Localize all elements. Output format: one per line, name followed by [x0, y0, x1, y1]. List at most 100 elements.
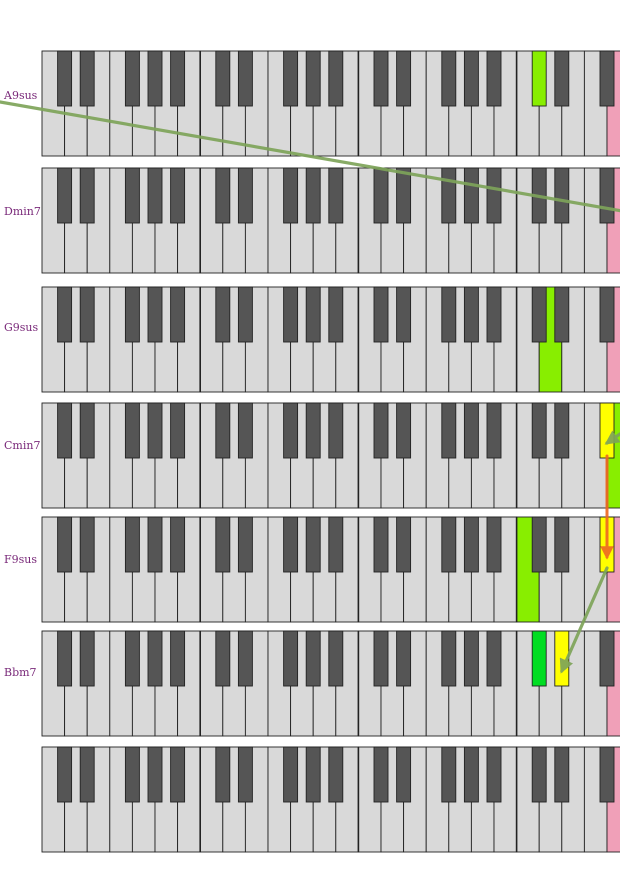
black-key	[599, 286, 615, 343]
black-key	[147, 516, 163, 573]
black-key	[396, 746, 412, 803]
black-key	[237, 630, 253, 687]
black-key	[463, 167, 479, 224]
black-key	[441, 746, 457, 803]
black-key	[283, 402, 299, 459]
black-key	[79, 630, 95, 687]
black-key	[124, 516, 140, 573]
black-key	[396, 402, 412, 459]
black-key	[486, 746, 502, 803]
black-key	[531, 402, 547, 459]
black-key	[79, 50, 95, 107]
black-key	[147, 286, 163, 343]
chord-label: Bbm7	[4, 666, 37, 679]
black-key	[79, 167, 95, 224]
chord-label: G9sus	[4, 321, 39, 334]
black-key	[554, 50, 570, 107]
black-key	[283, 286, 299, 343]
black-key	[124, 286, 140, 343]
chord-label: Cmin7	[4, 439, 41, 452]
black-key	[57, 167, 73, 224]
black-key	[305, 516, 321, 573]
black-key	[328, 516, 344, 573]
black-key	[215, 167, 231, 224]
black-key	[57, 286, 73, 343]
black-key	[328, 50, 344, 107]
black-key	[57, 630, 73, 687]
black-key	[441, 630, 457, 687]
black-key	[599, 50, 615, 107]
black-key	[237, 402, 253, 459]
black-key	[215, 630, 231, 687]
keyboard	[41, 167, 620, 274]
black-key	[305, 746, 321, 803]
black-key	[57, 516, 73, 573]
black-key	[554, 286, 570, 343]
black-key	[147, 50, 163, 107]
black-key	[147, 167, 163, 224]
chord-label: F9sus	[4, 553, 38, 566]
black-key	[237, 50, 253, 107]
black-key	[531, 746, 547, 803]
black-key	[237, 286, 253, 343]
keyboard	[41, 50, 620, 157]
black-key	[57, 50, 73, 107]
black-key	[486, 402, 502, 459]
black-key	[328, 402, 344, 459]
black-key	[79, 402, 95, 459]
black-key	[124, 746, 140, 803]
black-key	[599, 746, 615, 803]
black-key	[79, 286, 95, 343]
black-key	[283, 167, 299, 224]
move-arrow	[0, 100, 620, 213]
black-key	[599, 630, 615, 687]
black-key	[237, 516, 253, 573]
black-key	[170, 746, 186, 803]
black-key	[441, 516, 457, 573]
black-key	[463, 746, 479, 803]
black-key	[215, 746, 231, 803]
black-key	[396, 630, 412, 687]
black-key	[170, 402, 186, 459]
black-key	[373, 402, 389, 459]
black-key	[305, 50, 321, 107]
black-key	[463, 630, 479, 687]
black-key	[396, 50, 412, 107]
keyboard	[41, 516, 620, 623]
black-key	[215, 286, 231, 343]
black-key	[554, 402, 570, 459]
black-key	[170, 286, 186, 343]
chord-label: Dmin7	[4, 205, 41, 218]
black-key	[305, 630, 321, 687]
black-key	[554, 167, 570, 224]
black-key	[328, 286, 344, 343]
keyboard	[41, 402, 620, 509]
black-key	[283, 516, 299, 573]
black-key	[531, 286, 547, 343]
black-key	[305, 286, 321, 343]
black-key	[283, 746, 299, 803]
black-key	[57, 402, 73, 459]
black-key	[441, 50, 457, 107]
black-key	[124, 167, 140, 224]
black-key	[147, 402, 163, 459]
highlighted-black-key	[531, 50, 547, 107]
black-key	[531, 516, 547, 573]
black-key	[486, 167, 502, 224]
black-key	[305, 167, 321, 224]
black-key	[463, 516, 479, 573]
black-key	[554, 516, 570, 573]
black-key	[599, 167, 615, 224]
black-key	[124, 630, 140, 687]
keyboard	[41, 286, 620, 393]
keyboard	[41, 630, 620, 737]
black-key	[237, 746, 253, 803]
black-key	[486, 50, 502, 107]
black-key	[463, 50, 479, 107]
black-key	[486, 516, 502, 573]
black-key	[124, 50, 140, 107]
black-key	[57, 746, 73, 803]
black-key	[215, 50, 231, 107]
black-key	[373, 516, 389, 573]
